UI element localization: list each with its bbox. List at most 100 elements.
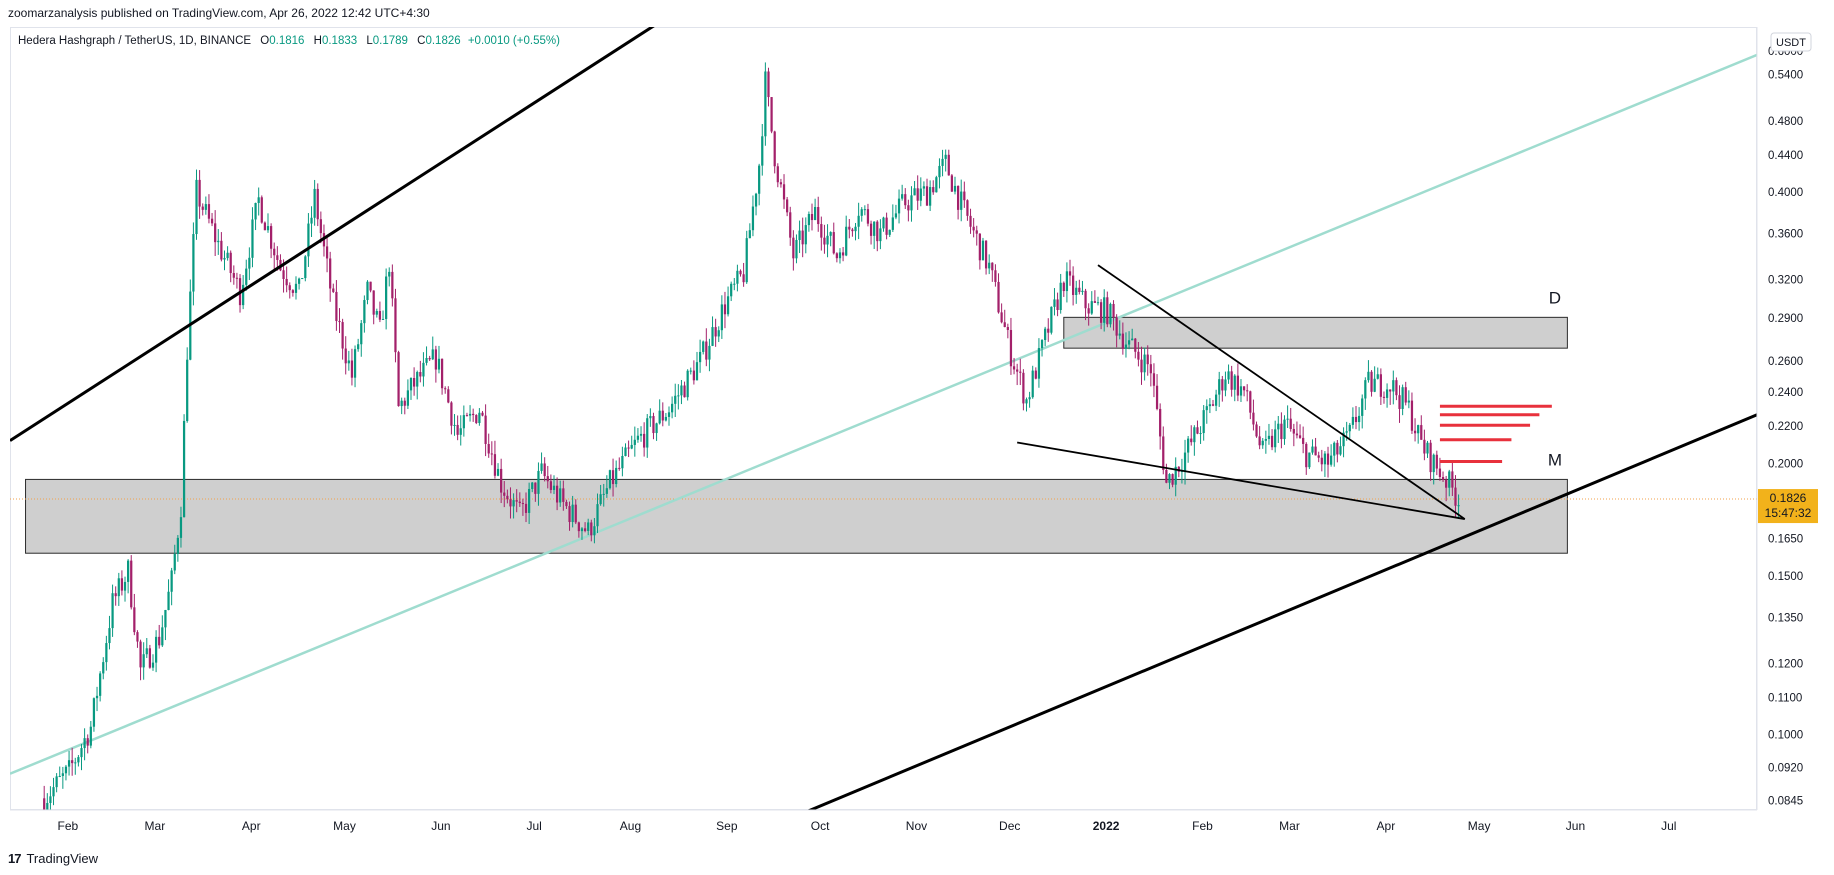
candle (61, 766, 64, 789)
candle (319, 211, 322, 244)
candle (1037, 338, 1041, 388)
candle (736, 264, 739, 292)
candle (832, 222, 835, 255)
candle (335, 280, 338, 331)
candle (500, 458, 503, 504)
currency-button[interactable]: USDT (1770, 32, 1812, 52)
footer-brand[interactable]: 17 TradingView (8, 851, 98, 866)
candle-body (400, 400, 403, 407)
candle (1308, 452, 1311, 470)
candle-body (1432, 454, 1435, 473)
candle (1454, 475, 1457, 517)
candle (596, 493, 599, 534)
candle-body (1314, 446, 1317, 456)
candle (201, 203, 204, 216)
candle (1249, 390, 1252, 420)
candle-body (897, 198, 901, 214)
candle (562, 480, 565, 511)
low-value: 0.1789 (372, 35, 408, 47)
candle-body (217, 240, 220, 243)
candle-body (450, 402, 453, 426)
candle (1270, 429, 1274, 451)
candle (1103, 289, 1106, 332)
candle-body (1016, 369, 1019, 372)
candle (680, 379, 683, 405)
candle (1302, 426, 1305, 454)
candle-body (639, 433, 643, 436)
candle-body (503, 492, 506, 496)
candle (369, 281, 372, 293)
candle-body (493, 454, 497, 476)
candle (894, 204, 898, 220)
candle (291, 289, 294, 297)
candle (776, 163, 779, 188)
candle (145, 638, 148, 659)
candle (133, 593, 136, 636)
candle (956, 185, 960, 220)
candle (568, 501, 571, 531)
candle (210, 212, 214, 227)
candle (1090, 291, 1093, 315)
candle-body (58, 775, 61, 777)
candle-body (1019, 371, 1022, 373)
candle-body (1401, 387, 1404, 409)
countdown-value: 15:47:32 (1765, 506, 1812, 520)
candle (624, 443, 627, 457)
candle (257, 187, 260, 216)
candle-body (1227, 371, 1230, 380)
candle-body (577, 522, 580, 532)
time-tick: Oct (811, 819, 830, 833)
symbol-title: Hedera Hashgraph / TetherUS, 1D, BINANCE (18, 35, 252, 47)
candle-body (344, 348, 347, 364)
candle-body (1003, 322, 1006, 328)
candle (297, 277, 301, 290)
candle (683, 381, 686, 398)
candle-body (245, 268, 248, 285)
candle (1199, 426, 1202, 444)
candle (391, 264, 394, 307)
candle-body (571, 504, 574, 523)
candle (661, 402, 664, 427)
candle (1109, 302, 1112, 328)
candle-body (947, 154, 950, 176)
candle (991, 262, 994, 282)
price-tick: 0.4800 (1768, 116, 1803, 128)
candle-body (798, 230, 801, 240)
candle-body (1395, 380, 1398, 396)
candle (434, 345, 437, 383)
candle-body (1333, 442, 1336, 456)
symbol-legend: Hedera Hashgraph / TetherUS, 1D, BINANCE… (18, 35, 560, 47)
candle (64, 764, 68, 781)
candle (229, 250, 232, 283)
candle-body (1410, 400, 1414, 431)
candle-body (938, 165, 941, 178)
candle-body (624, 447, 627, 456)
candle-body (807, 214, 811, 226)
candle (947, 149, 950, 176)
candle-body (717, 330, 720, 337)
candle-body (1376, 374, 1379, 379)
candle-body (919, 188, 922, 201)
candle-body (338, 320, 341, 323)
candle-body (583, 528, 587, 531)
candle (108, 615, 111, 650)
candle-body (602, 493, 605, 495)
candle-body (981, 240, 985, 261)
candle (52, 777, 55, 806)
candle (179, 506, 183, 548)
candle (1407, 390, 1410, 409)
candle-body (531, 482, 534, 489)
candle-body (742, 274, 745, 283)
candle (975, 225, 978, 246)
candle (1152, 363, 1156, 398)
candle-body (1264, 439, 1267, 441)
candle-body (925, 186, 929, 206)
candle (826, 224, 829, 258)
time-tick: Sep (716, 819, 738, 833)
candle (804, 217, 807, 254)
candle (341, 318, 344, 360)
candle (409, 377, 413, 400)
candle-body (1392, 380, 1395, 392)
candle-body (1302, 437, 1305, 444)
